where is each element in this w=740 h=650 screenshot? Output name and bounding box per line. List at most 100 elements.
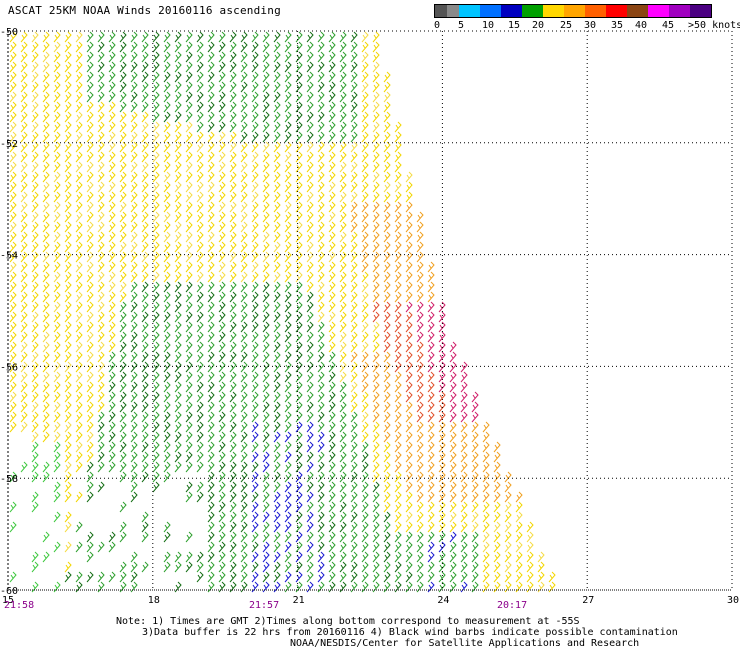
wind-barb — [350, 421, 358, 433]
wind-barb — [350, 481, 358, 493]
wind-barb — [86, 541, 94, 553]
wind-barb — [9, 221, 17, 233]
wind-barb — [20, 151, 28, 163]
wind-barb — [130, 401, 138, 413]
wind-barb — [328, 111, 336, 123]
wind-barb — [328, 451, 336, 463]
wind-barb — [394, 411, 402, 423]
wind-barb — [20, 181, 28, 193]
wind-barb — [394, 391, 402, 403]
wind-barb — [295, 181, 303, 193]
wind-barb — [53, 171, 61, 183]
wind-barb — [405, 491, 413, 503]
wind-barb — [218, 151, 226, 163]
wind-barb — [218, 361, 226, 373]
footnote-line-3: NOAA/NESDIS/Center for Satellite Applica… — [290, 638, 640, 649]
wind-barb — [31, 151, 39, 163]
wind-barb — [64, 441, 72, 453]
wind-barb — [405, 331, 413, 343]
wind-barb — [20, 121, 28, 133]
wind-barb — [119, 241, 127, 253]
wind-barb — [185, 481, 193, 493]
wind-barb — [350, 431, 358, 443]
wind-barb — [64, 271, 72, 283]
wind-barb — [350, 511, 358, 523]
wind-barb — [185, 551, 193, 563]
wind-barb — [97, 391, 105, 403]
wind-barb — [394, 371, 402, 383]
wind-barb — [53, 441, 61, 453]
wind-barb — [218, 341, 226, 353]
wind-barb — [405, 271, 413, 283]
wind-barb — [339, 311, 347, 323]
wind-barb — [174, 131, 182, 143]
wind-barb — [97, 351, 105, 363]
wind-barb — [185, 191, 193, 203]
wind-barb — [53, 391, 61, 403]
wind-barb — [361, 571, 369, 583]
wind-barb — [9, 301, 17, 313]
wind-barb — [31, 201, 39, 213]
wind-barb — [53, 401, 61, 413]
wind-barb — [372, 61, 380, 73]
wind-barb — [86, 221, 94, 233]
wind-barb — [53, 31, 61, 43]
wind-barb — [119, 561, 127, 573]
wind-barb — [185, 421, 193, 433]
wind-barb — [240, 171, 248, 183]
wind-barb — [339, 131, 347, 143]
wind-barb — [361, 81, 369, 93]
wind-barb — [229, 551, 237, 563]
wind-barb — [482, 551, 490, 563]
wind-barb — [240, 201, 248, 213]
wind-barb — [273, 51, 281, 63]
wind-barb — [504, 521, 512, 533]
wind-barb — [416, 551, 424, 563]
wind-barb — [328, 331, 336, 343]
wind-barb — [141, 351, 149, 363]
wind-barb — [97, 31, 105, 43]
wind-barb — [108, 191, 116, 203]
wind-barb — [416, 501, 424, 513]
wind-barb — [295, 441, 303, 453]
wind-barb — [471, 501, 479, 513]
wind-barb — [273, 81, 281, 93]
wind-barb — [31, 141, 39, 153]
wind-barb — [152, 231, 160, 243]
wind-barb — [108, 251, 116, 263]
wind-barb — [361, 421, 369, 433]
wind-barb — [383, 181, 391, 193]
wind-barb — [251, 231, 259, 243]
wind-barb — [449, 351, 457, 363]
wind-barb — [185, 461, 193, 473]
wind-barb — [339, 201, 347, 213]
wind-barb — [405, 361, 413, 373]
wind-barb — [119, 451, 127, 463]
wind-barb — [75, 161, 83, 173]
wind-barb — [152, 331, 160, 343]
wind-barb — [130, 491, 138, 503]
wind-barb — [163, 121, 171, 133]
wind-barb — [273, 91, 281, 103]
wind-barb — [240, 231, 248, 243]
wind-barb — [64, 101, 72, 113]
wind-barb — [240, 181, 248, 193]
wind-barb — [9, 521, 17, 533]
wind-barb — [218, 261, 226, 273]
wind-barb — [42, 291, 50, 303]
wind-barb — [339, 501, 347, 513]
wind-barb — [295, 131, 303, 143]
wind-barb — [207, 531, 215, 543]
wind-barb — [53, 101, 61, 113]
wind-barb — [9, 51, 17, 63]
wind-barb — [361, 491, 369, 503]
wind-barb — [130, 61, 138, 73]
wind-barb — [328, 501, 336, 513]
wind-barb — [64, 461, 72, 473]
legend-swatch — [501, 5, 522, 17]
wind-barb — [64, 401, 72, 413]
wind-barb — [240, 251, 248, 263]
wind-barb — [295, 411, 303, 423]
wind-barb — [20, 131, 28, 143]
wind-barb — [42, 51, 50, 63]
